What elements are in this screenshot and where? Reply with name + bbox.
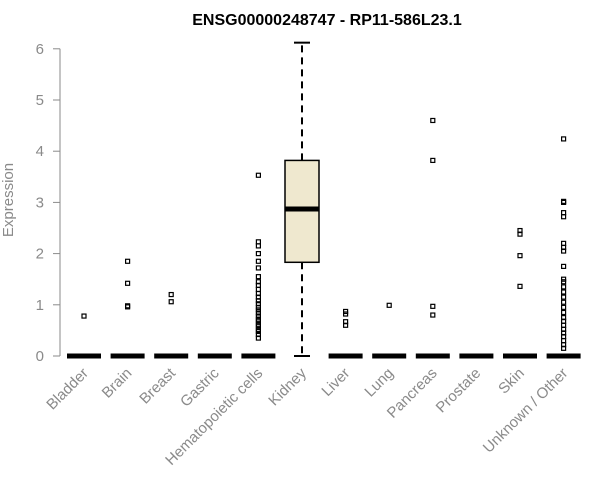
box-group <box>503 227 537 359</box>
outlier-point <box>255 239 261 245</box>
outlier-point <box>386 302 392 308</box>
outlier-point <box>560 263 567 269</box>
outlier-point <box>560 240 567 246</box>
x-tick-label: Kidney <box>265 364 310 409</box>
outlier-point <box>124 280 131 286</box>
outlier-point <box>560 289 567 295</box>
outlier-point <box>430 303 436 309</box>
x-tick-label: Lung <box>361 365 397 401</box>
outlier-point <box>560 338 567 344</box>
x-tick-label: Bladder <box>43 365 92 414</box>
outlier-point <box>560 322 567 328</box>
outlier-point <box>255 243 261 249</box>
outlier-point <box>560 299 567 305</box>
outlier-point <box>255 274 261 280</box>
y-tick-label: 2 <box>36 246 44 263</box>
box-group <box>284 41 320 357</box>
box-group <box>546 136 581 359</box>
plot-area <box>67 41 581 359</box>
y-axis: 0 1 2 3 4 5 6 <box>36 41 61 365</box>
x-tick-label: Prostate <box>433 365 485 417</box>
outlier-point <box>255 279 261 285</box>
y-tick-label: 4 <box>36 143 44 160</box>
box-group <box>415 117 450 359</box>
x-tick-label: Skin <box>495 365 528 398</box>
y-tick-label: 5 <box>36 92 44 109</box>
outlier-point <box>255 313 261 319</box>
y-tick-label: 3 <box>36 194 44 211</box>
outlier-point <box>124 303 131 309</box>
outlier-point <box>81 313 87 319</box>
outlier-point <box>255 301 261 307</box>
box-group <box>154 291 189 359</box>
y-tick-label: 6 <box>36 41 44 58</box>
x-tick-label: Brain <box>99 365 136 402</box>
box-group <box>241 172 276 359</box>
box-group <box>372 302 407 359</box>
box-group <box>67 313 101 359</box>
box-group <box>328 308 363 359</box>
outlier-point <box>343 308 349 315</box>
outlier-point <box>255 331 261 338</box>
outlier-point <box>560 276 567 282</box>
outlier-point <box>517 283 523 289</box>
outlier-point <box>255 172 261 178</box>
outlier-point <box>560 315 567 321</box>
outlier-point <box>168 291 174 298</box>
outlier-point <box>560 198 567 204</box>
outlier-point <box>560 294 567 300</box>
outlier-point <box>430 157 436 164</box>
outlier-point <box>255 310 261 316</box>
outlier-point <box>255 251 261 257</box>
box-group <box>110 258 145 359</box>
outlier-point <box>168 299 174 305</box>
y-tick-label: 1 <box>36 297 44 314</box>
x-tick-label: Breast <box>136 364 179 407</box>
outlier-point <box>255 326 261 332</box>
outlier-point <box>255 258 261 264</box>
outlier-point <box>255 321 261 327</box>
chart-title: ENSG00000248747 - RP11-586L23.1 <box>192 12 462 29</box>
outlier-point <box>430 312 436 318</box>
outlier-point <box>255 286 261 293</box>
outlier-point <box>560 284 567 290</box>
outlier-point <box>560 210 567 216</box>
y-tick-label: 0 <box>36 348 44 365</box>
outlier-point <box>560 309 567 316</box>
outlier-point <box>255 265 261 271</box>
outlier-point <box>430 117 436 124</box>
x-tick-label: Liver <box>318 365 353 400</box>
y-axis-label: Expression <box>0 163 17 237</box>
outlier-point <box>517 253 523 259</box>
outlier-point <box>560 214 567 220</box>
outlier-point <box>560 304 567 310</box>
outlier-point <box>124 258 131 264</box>
outlier-point <box>343 319 349 325</box>
outlier-point <box>255 316 261 322</box>
outlier-point <box>517 227 523 234</box>
outlier-point <box>560 136 567 142</box>
